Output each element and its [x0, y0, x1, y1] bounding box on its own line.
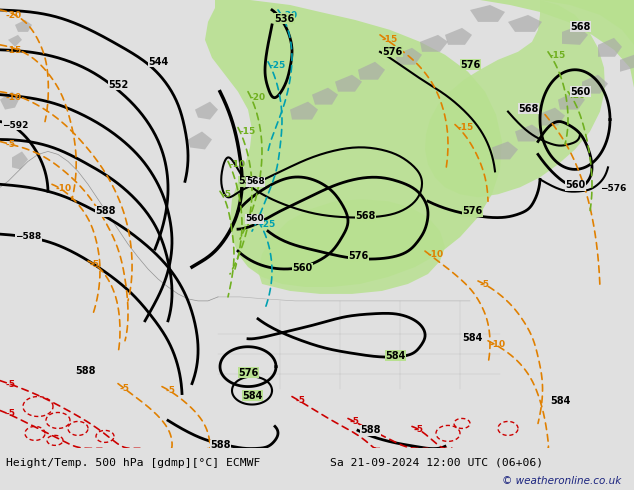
Text: -20: -20 [570, 91, 586, 99]
Text: 560: 560 [292, 263, 313, 273]
Polygon shape [480, 0, 634, 88]
Polygon shape [188, 131, 212, 149]
Text: -5: -5 [5, 380, 15, 389]
Polygon shape [515, 124, 542, 142]
Text: 568: 568 [355, 211, 375, 221]
Text: 568: 568 [518, 103, 538, 114]
Text: -10: -10 [230, 160, 246, 170]
Text: 576: 576 [460, 60, 480, 70]
Text: −592: −592 [2, 121, 29, 129]
Text: 576: 576 [462, 206, 482, 216]
Text: -10: -10 [490, 340, 506, 349]
Polygon shape [420, 35, 448, 52]
Polygon shape [195, 101, 218, 120]
Text: 552: 552 [108, 80, 128, 90]
Text: -5: -5 [222, 190, 232, 199]
Polygon shape [425, 0, 605, 197]
Polygon shape [335, 75, 362, 92]
Text: 568: 568 [570, 22, 590, 32]
Text: -5: -5 [480, 280, 490, 289]
Text: -10: -10 [55, 184, 71, 193]
Text: -25: -25 [260, 220, 276, 229]
Polygon shape [558, 92, 585, 110]
Polygon shape [312, 88, 338, 105]
Text: -10: -10 [428, 250, 444, 259]
Text: −576: −576 [600, 184, 626, 193]
Text: © weatheronline.co.uk: © weatheronline.co.uk [502, 476, 621, 486]
Text: -5: -5 [120, 384, 130, 392]
Polygon shape [508, 15, 542, 32]
Polygon shape [395, 48, 422, 65]
Text: 552: 552 [238, 176, 258, 186]
Polygon shape [15, 20, 32, 32]
Polygon shape [492, 142, 518, 159]
Text: 568: 568 [246, 177, 265, 186]
Text: -5: -5 [5, 410, 15, 418]
Text: -5: -5 [90, 260, 100, 269]
Text: 584: 584 [550, 395, 571, 406]
Polygon shape [205, 0, 502, 287]
Polygon shape [12, 151, 28, 170]
Polygon shape [8, 35, 22, 47]
Text: 588: 588 [210, 441, 231, 450]
Text: 576: 576 [382, 47, 402, 57]
Text: -20: -20 [250, 93, 266, 101]
Text: 576: 576 [238, 368, 258, 378]
Polygon shape [290, 101, 318, 120]
Text: Sa 21-09-2024 12:00 UTC (06+06): Sa 21-09-2024 12:00 UTC (06+06) [330, 458, 543, 468]
Polygon shape [358, 62, 385, 80]
Polygon shape [562, 26, 588, 45]
Polygon shape [258, 199, 445, 294]
Text: Height/Temp. 500 hPa [gdmp][°C] ECMWF: Height/Temp. 500 hPa [gdmp][°C] ECMWF [6, 458, 261, 468]
Text: 584: 584 [242, 391, 262, 400]
Text: -25: -25 [270, 61, 286, 70]
Text: 560: 560 [565, 180, 585, 190]
Text: -20: -20 [5, 11, 21, 20]
Text: -15: -15 [5, 46, 22, 55]
Text: 560: 560 [245, 214, 264, 223]
Text: -5: -5 [295, 395, 305, 405]
Text: 588: 588 [75, 366, 96, 376]
Text: -30: -30 [282, 11, 298, 20]
Text: 584: 584 [462, 333, 482, 343]
Polygon shape [598, 38, 622, 57]
Polygon shape [470, 5, 505, 22]
Text: 576: 576 [348, 251, 368, 261]
Text: 536: 536 [274, 14, 294, 24]
Polygon shape [582, 75, 608, 94]
Polygon shape [0, 92, 20, 110]
Text: -15: -15 [458, 122, 474, 131]
Polygon shape [540, 0, 634, 45]
Text: -15: -15 [382, 35, 398, 44]
Text: -5: -5 [165, 386, 175, 394]
Text: -10: -10 [5, 93, 21, 101]
Text: -15: -15 [240, 126, 256, 136]
Text: -15: -15 [550, 51, 566, 60]
Text: -5: -5 [350, 417, 360, 426]
Polygon shape [620, 55, 634, 72]
Text: -5: -5 [414, 425, 424, 435]
Text: 584: 584 [385, 351, 405, 361]
Text: 544: 544 [148, 57, 168, 67]
Polygon shape [445, 28, 472, 45]
Text: 560: 560 [570, 87, 590, 97]
Polygon shape [538, 108, 565, 125]
Text: -5: -5 [5, 141, 15, 149]
Text: 588: 588 [95, 206, 115, 216]
Text: 588: 588 [360, 425, 380, 436]
Text: −588: −588 [15, 232, 41, 241]
